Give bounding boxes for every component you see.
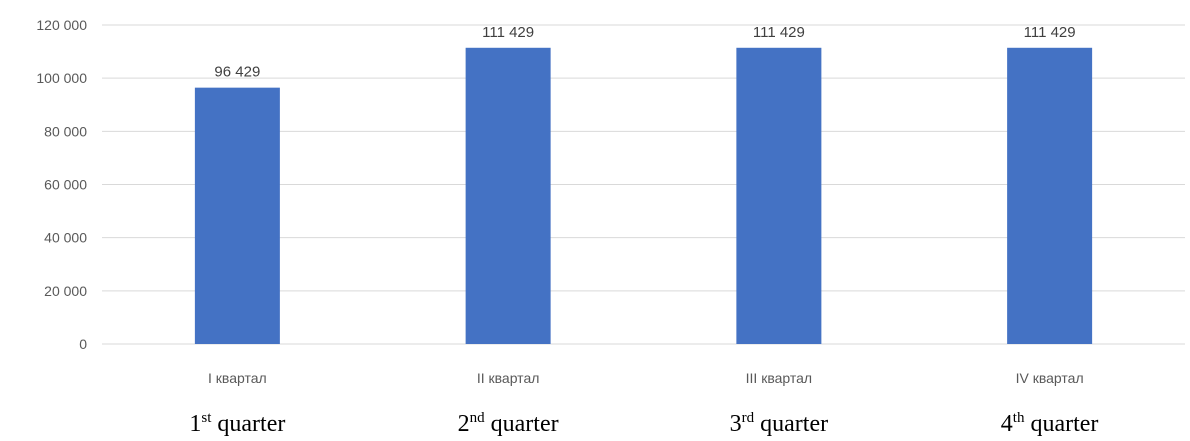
ordinal-suffix: nd (470, 410, 486, 426)
category-label: IV квартал (1016, 370, 1084, 386)
data-label: 111 429 (1024, 24, 1076, 41)
y-tick-label: 80 000 (44, 123, 87, 139)
quarter-translation: 4th quarter (1001, 410, 1099, 437)
y-tick-label: 100 000 (36, 70, 87, 86)
bar (465, 47, 551, 344)
ordinal-suffix: st (201, 410, 212, 426)
bar (736, 47, 822, 344)
data-label: 96 429 (214, 64, 260, 81)
ordinal-suffix: th (1013, 410, 1025, 426)
quarter-number: 3 (730, 411, 742, 437)
category-labels: I квартал II квартал III квартал IV квартал (208, 370, 1084, 386)
quarter-word: quarter (1024, 411, 1098, 437)
data-label: 111 429 (482, 24, 534, 41)
y-axis-ticks: 0 20 000 40 000 60 000 80 000 100 000 120 000 (36, 17, 87, 352)
category-label: I квартал (208, 370, 267, 386)
quarter-translation: 1st quarter (189, 410, 285, 437)
y-tick-label: 120 000 (36, 17, 87, 33)
y-tick-label: 60 000 (44, 177, 87, 193)
bar (1007, 47, 1093, 344)
ordinal-suffix: rd (742, 410, 755, 426)
quarter-number: 2 (458, 411, 470, 437)
y-tick-label: 20 000 (44, 283, 87, 299)
y-tick-label: 0 (79, 336, 87, 352)
quarter-translation: 3rd quarter (730, 410, 828, 437)
translation-labels: 1st quarter 2nd quarter 3rd quarter 4th qua… (189, 410, 1098, 437)
quarter-number: 4 (1001, 411, 1013, 437)
quarter-word: quarter (211, 411, 285, 437)
bar (194, 87, 280, 344)
quarter-translation: 2nd quarter (458, 410, 559, 437)
y-tick-label: 40 000 (44, 230, 87, 246)
data-labels: 96 429 111 429 111 429 111 429 (214, 24, 1075, 81)
grid-lines (102, 24, 1185, 345)
quarter-word: quarter (485, 411, 559, 437)
category-label: III квартал (746, 370, 812, 386)
quarter-number: 1 (189, 411, 201, 437)
data-label: 111 429 (753, 24, 805, 41)
category-label: II квартал (477, 370, 540, 386)
bars (194, 47, 1093, 344)
quarter-word: quarter (754, 411, 828, 437)
